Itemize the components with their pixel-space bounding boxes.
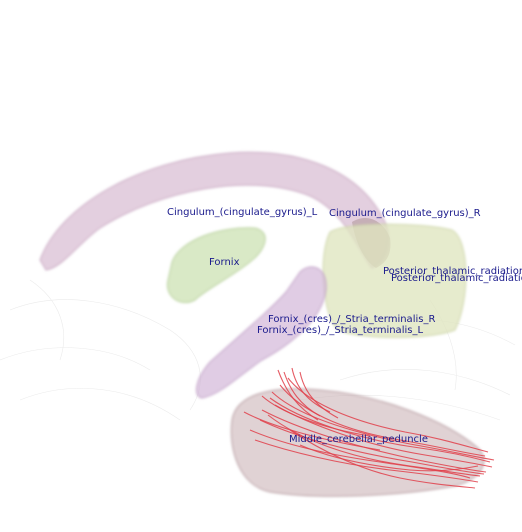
label-fornix: Fornix [209, 257, 240, 268]
fornix-stria-shape [195, 266, 327, 399]
label-posterior-thalamic-radiation-2: Posterior_thalamic_radiation [391, 273, 522, 284]
fornix-shape [166, 227, 266, 303]
label-fornix-stria-left: Fornix_(cres)_/_Stria_terminalis_L [257, 325, 424, 336]
label-cingulum-left: Cingulum_(cingulate_gyrus)_L [167, 207, 318, 218]
label-middle-cerebellar-peduncle: Middle_cerebellar_peduncle [289, 434, 428, 445]
peduncle-fibers [243, 367, 495, 489]
label-cingulum-right: Cingulum_(cingulate_gyrus)_R [329, 208, 481, 219]
thalamic-radiation-shape [322, 223, 467, 338]
label-fornix-stria-right: Fornix_(cres)_/_Stria_terminalis_R [268, 314, 436, 325]
label-posterior-thalamic-radiation-1: Posterior_thalamic_radiation [383, 266, 522, 277]
